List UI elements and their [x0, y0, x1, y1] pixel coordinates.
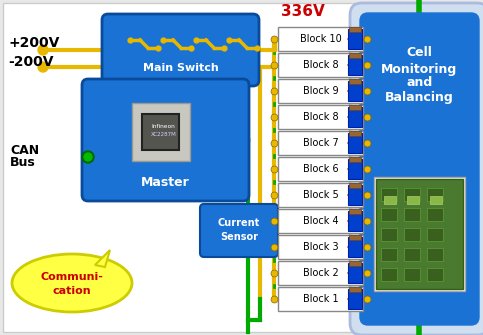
Bar [381, 188, 397, 201]
Bar [349, 105, 361, 110]
Text: Block 2: Block 2 [303, 268, 339, 278]
Bar [348, 211, 362, 231]
Bar [278, 157, 363, 181]
Bar [348, 185, 362, 205]
Polygon shape [95, 250, 110, 267]
Bar [349, 131, 361, 136]
Bar [381, 268, 397, 281]
Text: Block 8: Block 8 [303, 112, 338, 122]
Text: Cell: Cell [407, 47, 432, 60]
Circle shape [84, 153, 92, 161]
Bar [381, 228, 397, 241]
Text: Balancing: Balancing [385, 90, 454, 104]
Text: Block 10: Block 10 [299, 34, 341, 44]
Bar [381, 248, 397, 261]
Bar [349, 157, 361, 162]
Bar [349, 235, 361, 240]
Bar [404, 228, 420, 241]
Text: 336V: 336V [281, 4, 325, 19]
Bar [348, 133, 362, 153]
Bar [349, 261, 361, 266]
Bar [404, 208, 420, 221]
Bar [278, 235, 363, 259]
Bar [348, 237, 362, 257]
Bar [427, 188, 443, 201]
Bar [348, 55, 362, 75]
Bar [349, 53, 361, 58]
Bar [376, 179, 463, 289]
Text: XC2287M: XC2287M [151, 133, 176, 137]
Bar [374, 177, 465, 291]
Text: Block 3: Block 3 [303, 242, 338, 252]
Text: Block 4: Block 4 [303, 216, 338, 226]
Bar [348, 81, 362, 101]
Bar [348, 107, 362, 127]
Bar [278, 131, 363, 155]
Bar [430, 196, 442, 204]
Text: Block 1: Block 1 [303, 294, 338, 304]
Text: CAN: CAN [10, 144, 39, 157]
FancyBboxPatch shape [82, 79, 249, 201]
Bar [278, 79, 363, 103]
Bar [404, 248, 420, 261]
Bar [348, 289, 362, 309]
Bar [278, 183, 363, 207]
Bar [427, 268, 443, 281]
Text: Infineon: Infineon [152, 124, 175, 129]
Bar [278, 209, 363, 233]
Text: Main Switch: Main Switch [142, 63, 218, 73]
Text: -200V: -200V [8, 55, 54, 69]
Bar [348, 29, 362, 49]
Bar [404, 268, 420, 281]
Bar [404, 188, 420, 201]
Text: Block 8: Block 8 [303, 60, 338, 70]
FancyBboxPatch shape [102, 14, 259, 86]
Bar [278, 287, 363, 311]
Bar [131, 103, 189, 161]
Bar [348, 263, 362, 283]
Bar [427, 208, 443, 221]
Bar [349, 79, 361, 84]
Text: +200V: +200V [8, 36, 59, 50]
Bar [349, 287, 361, 292]
Bar [349, 183, 361, 188]
FancyBboxPatch shape [350, 3, 483, 335]
Text: and: and [406, 76, 433, 89]
Bar [278, 105, 363, 129]
Bar [349, 27, 361, 32]
Text: Communi-: Communi- [41, 272, 103, 282]
Bar [278, 53, 363, 77]
Bar [427, 248, 443, 261]
Text: Block 5: Block 5 [303, 190, 339, 200]
Bar [348, 159, 362, 179]
FancyBboxPatch shape [200, 204, 278, 257]
Text: Block 9: Block 9 [303, 86, 338, 96]
Text: Master: Master [141, 177, 190, 190]
Text: Monitoring: Monitoring [382, 63, 457, 75]
Text: Bus: Bus [10, 156, 36, 170]
FancyBboxPatch shape [360, 13, 479, 325]
Bar [278, 261, 363, 285]
Ellipse shape [12, 254, 132, 312]
Text: Block 6: Block 6 [303, 164, 338, 174]
Bar [427, 228, 443, 241]
Bar [384, 196, 396, 204]
Polygon shape [142, 114, 179, 150]
Text: Block 7: Block 7 [303, 138, 339, 148]
Text: Current: Current [218, 217, 260, 227]
Bar [278, 27, 363, 51]
Circle shape [82, 151, 94, 163]
Text: Sensor: Sensor [220, 231, 258, 242]
Circle shape [38, 62, 48, 72]
Bar [349, 209, 361, 214]
Circle shape [38, 45, 48, 55]
Bar [381, 208, 397, 221]
Bar [407, 196, 419, 204]
Text: cation: cation [53, 286, 91, 296]
